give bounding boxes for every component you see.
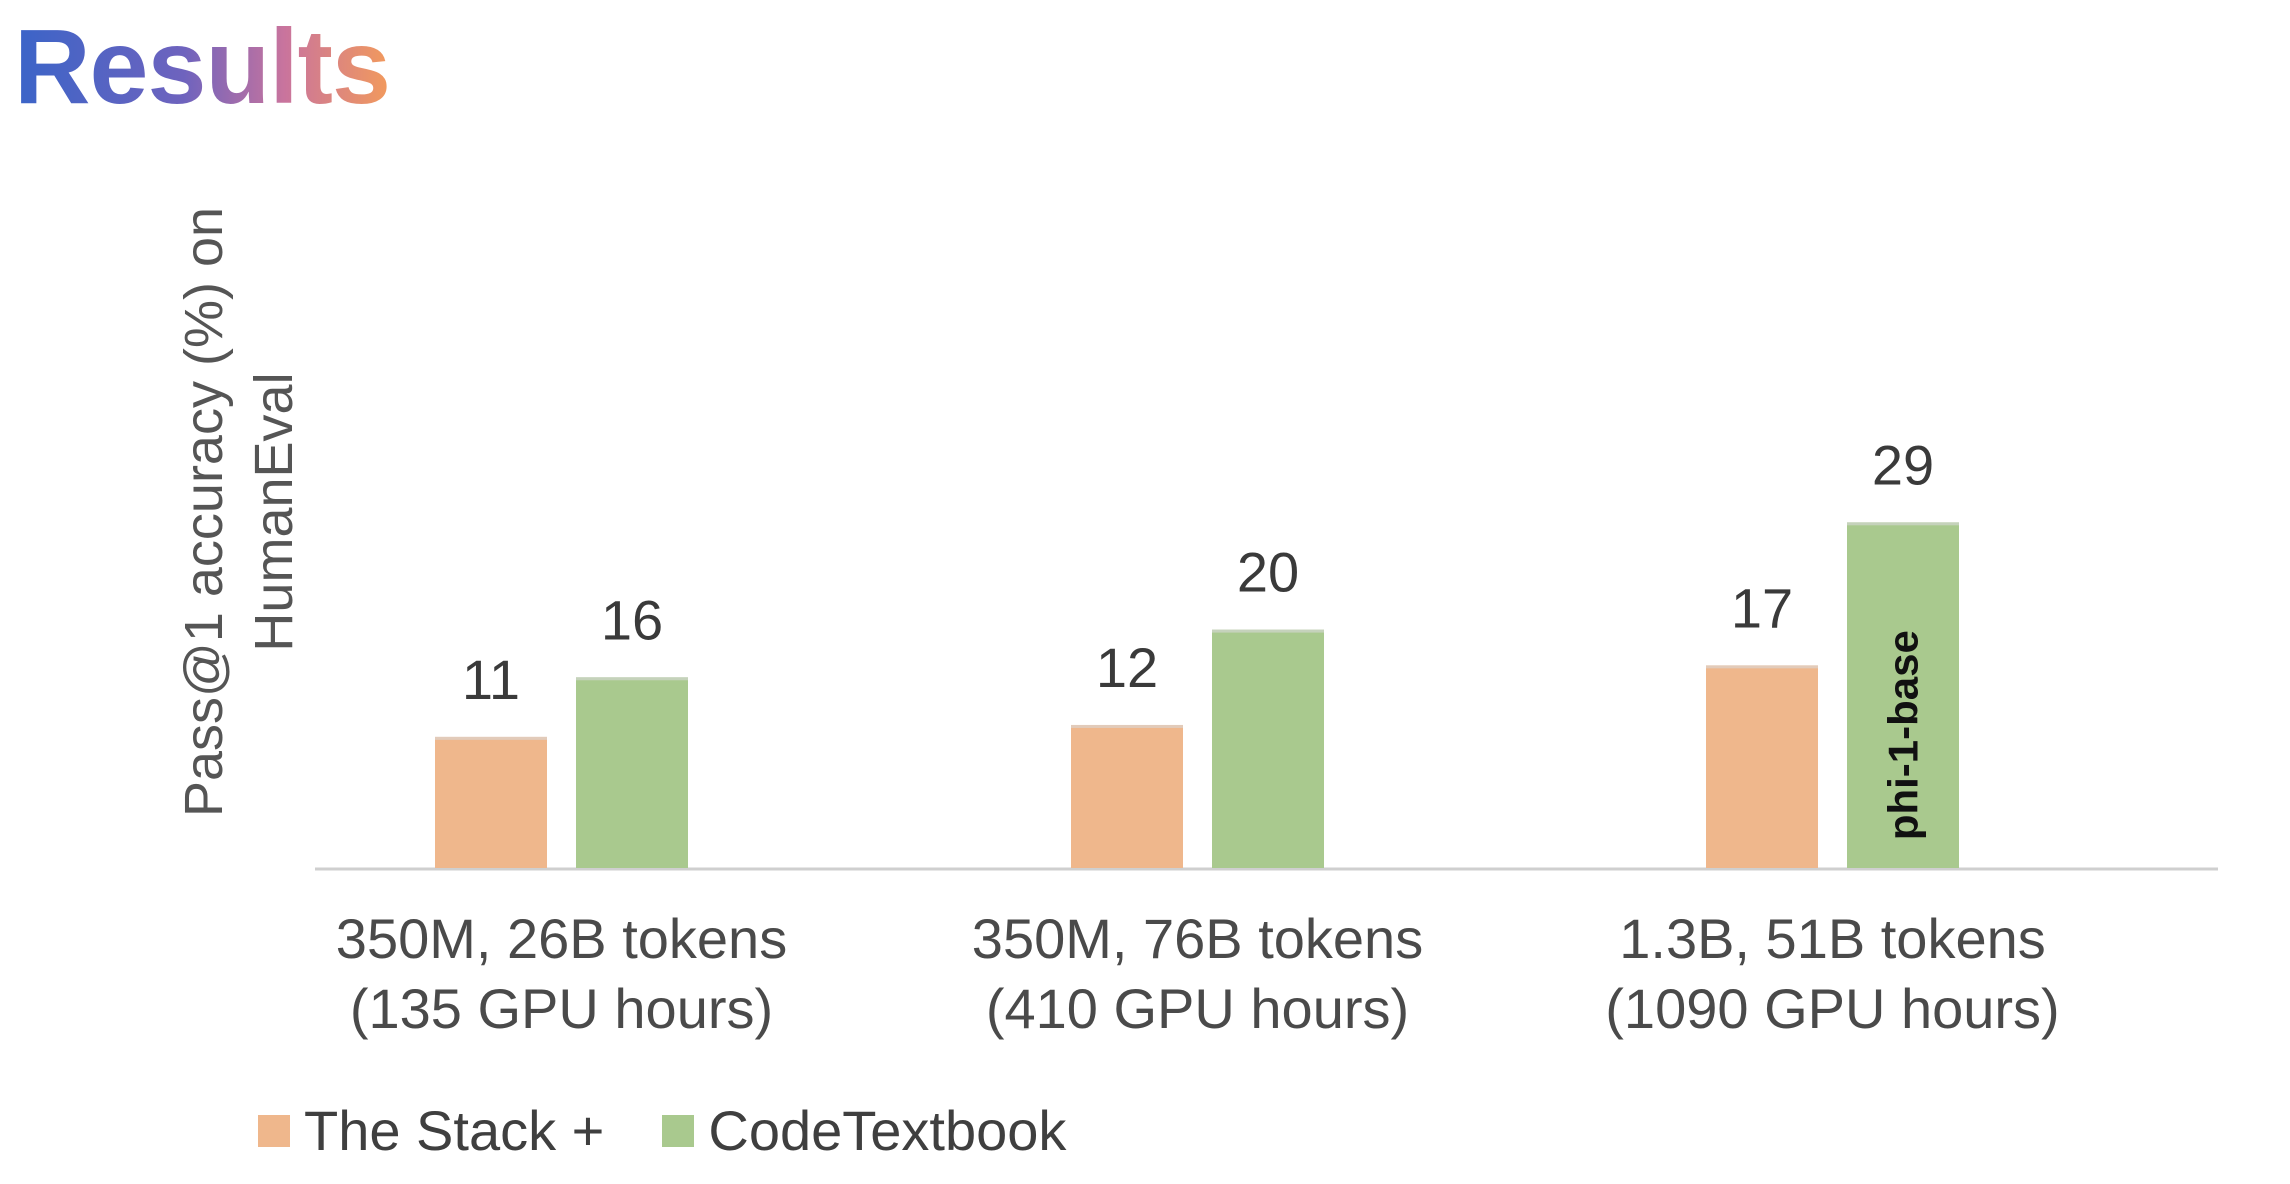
- bar-the-stack-2: [1071, 724, 1183, 868]
- x-tick-label: 350M, 26B tokens: [336, 907, 787, 970]
- data-label: 29: [1872, 433, 1934, 496]
- bar-top-edge: [576, 677, 688, 681]
- data-label: 16: [601, 588, 663, 651]
- slide-title: Results: [14, 4, 391, 131]
- data-label: 12: [1096, 636, 1158, 699]
- x-tick-label: (1090 GPU hours): [1605, 977, 2059, 1040]
- y-axis-label-line-2: HumanEval: [244, 372, 304, 651]
- bar-top-edge: [1212, 629, 1324, 633]
- x-tick-label: 350M, 76B tokens: [972, 907, 1423, 970]
- data-label: 20: [1237, 541, 1299, 604]
- bar-top-edge: [1706, 665, 1818, 669]
- bar-codetextbook-2: [1212, 629, 1324, 868]
- bar-annotation-phi-1-base: phi-1-base: [1880, 630, 1927, 840]
- bar-top-edge: [1071, 724, 1183, 728]
- bar-top-edge: [435, 736, 547, 740]
- bar-the-stack-3: [1706, 665, 1818, 868]
- bar-codetextbook-1: [576, 677, 688, 868]
- legend-swatch: [662, 1114, 695, 1147]
- legend-swatch: [258, 1114, 290, 1147]
- bar-codetextbook-3: [1847, 522, 1959, 868]
- x-tick-label: (135 GPU hours): [350, 977, 773, 1040]
- chart-legend: The Stack + CodeTextbook: [258, 1098, 1124, 1163]
- x-tick-label: (410 GPU hours): [986, 977, 1409, 1040]
- legend-label: CodeTextbook: [708, 1099, 1067, 1162]
- data-label: 11: [462, 648, 520, 711]
- bar-top-edge: [1847, 522, 1959, 526]
- bar-the-stack-1: [435, 736, 547, 868]
- legend-item-the-stack: The Stack +: [258, 1098, 604, 1163]
- legend-item-codetextbook: CodeTextbook: [662, 1098, 1066, 1163]
- x-tick-label: 1.3B, 51B tokens: [1619, 907, 2046, 970]
- data-label: 17: [1731, 576, 1793, 639]
- y-axis-label-line-1: Pass@1 accuracy (%) on: [174, 207, 234, 817]
- legend-label: The Stack +: [304, 1099, 605, 1162]
